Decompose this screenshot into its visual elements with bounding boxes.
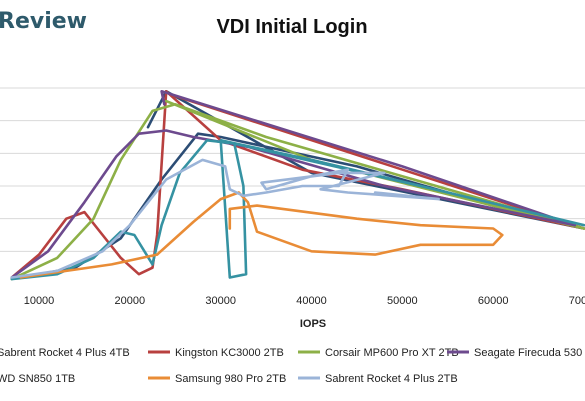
series-line-7 (10, 158, 440, 279)
legend-label-1: Sabrent Rocket 4 Plus 4TB (0, 347, 130, 359)
x-tick-label: 40000 (296, 295, 327, 307)
x-tick-label: 50000 (387, 295, 418, 307)
plot-area (10, 90, 585, 281)
legend-label-6: Samsung 980 Pro 2TB (175, 373, 286, 385)
legend-label-3: Corsair MP600 Pro XT 2TB (325, 347, 459, 359)
legend-label-7: Sabrent Rocket 4 Plus 2TB (325, 373, 458, 385)
legend-label-2: Kingston KC3000 2TB (175, 347, 284, 359)
legend: Sabrent Rocket 4 Plus 4TB Kingston KC3000… (0, 347, 582, 385)
series-line-4 (10, 90, 577, 279)
series-line-6 (19, 191, 504, 279)
x-axis-ticks: 10000 20000 30000 40000 50000 60000 70000 (24, 295, 585, 307)
brand-logo-text: Review (0, 9, 87, 34)
x-tick-label: 70000 (569, 295, 585, 307)
x-tick-label: 10000 (24, 295, 55, 307)
x-axis-label: IOPS (300, 318, 326, 330)
legend-label-4: Seagate Firecuda 530 (474, 347, 582, 359)
series-line-3 (10, 99, 585, 281)
x-tick-label: 20000 (115, 295, 146, 307)
legend-label-5: WD SN850 1TB (0, 373, 75, 385)
series-line-5 (10, 139, 585, 281)
chart-title: VDI Initial Login (216, 16, 367, 38)
x-tick-label: 60000 (478, 295, 509, 307)
x-tick-label: 30000 (205, 295, 236, 307)
gridlines (0, 87, 585, 252)
